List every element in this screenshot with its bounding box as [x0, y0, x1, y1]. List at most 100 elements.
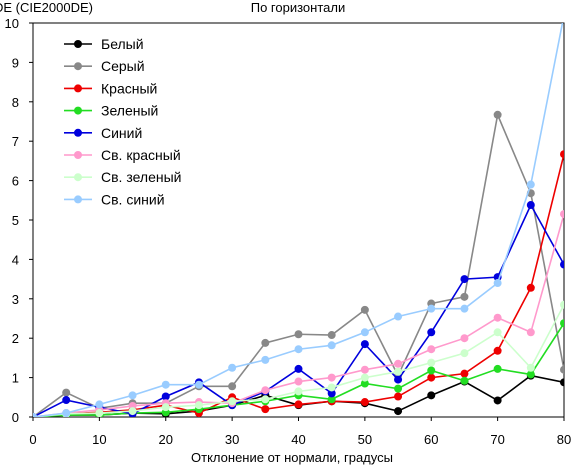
legend-swatch-marker — [74, 173, 82, 182]
data-point — [294, 364, 303, 373]
data-point — [394, 384, 403, 393]
data-point — [327, 373, 336, 382]
data-point — [95, 400, 104, 409]
data-point — [194, 380, 203, 389]
data-point — [560, 260, 564, 269]
data-point — [460, 304, 469, 313]
x-tick-label: 50 — [358, 432, 372, 447]
data-point — [460, 292, 469, 301]
legend-swatch-marker — [74, 40, 82, 48]
data-point — [427, 328, 436, 337]
data-point — [526, 201, 535, 210]
y-tick-label: 8 — [12, 95, 19, 110]
legend-item: Синий — [64, 125, 142, 141]
x-axis-label: Отклонение от нормали, градусы — [191, 450, 393, 465]
data-point — [261, 386, 270, 395]
data-point — [560, 210, 564, 219]
data-point — [427, 391, 436, 400]
data-point — [427, 345, 436, 354]
data-point — [327, 395, 336, 404]
data-point — [526, 363, 535, 372]
data-point — [360, 379, 369, 388]
data-point — [261, 338, 270, 347]
legend-label: Зеленый — [101, 103, 158, 119]
data-point — [493, 364, 502, 373]
y-tick-label: 0 — [12, 410, 19, 425]
y-tick-label: 7 — [12, 134, 19, 149]
data-point — [360, 305, 369, 314]
data-point — [560, 319, 564, 328]
chart-title: По горизонтали — [251, 0, 345, 15]
data-point — [228, 363, 237, 372]
data-point — [194, 401, 203, 410]
data-point — [161, 380, 170, 389]
data-point — [360, 340, 369, 349]
data-point — [261, 405, 270, 414]
data-point — [62, 409, 71, 417]
y-tick-label: 1 — [12, 371, 19, 386]
data-point — [460, 376, 469, 385]
data-point — [327, 331, 336, 340]
data-point — [560, 365, 564, 374]
data-point — [128, 391, 137, 400]
data-point — [360, 398, 369, 407]
data-point — [493, 110, 502, 119]
y-tick-label: 2 — [12, 331, 19, 346]
data-point — [327, 341, 336, 350]
legend-swatch-marker — [74, 106, 82, 115]
data-point — [161, 403, 170, 412]
legend-label: Красный — [101, 80, 157, 96]
legend-label: Белый — [101, 36, 144, 52]
legend-swatch-marker — [74, 84, 82, 93]
data-point — [427, 373, 436, 382]
data-point — [493, 346, 502, 355]
data-point — [62, 396, 71, 405]
data-point — [394, 367, 403, 376]
legend-swatch-marker — [74, 151, 82, 159]
legend-label: Св. красный — [101, 147, 181, 163]
data-point — [62, 388, 71, 397]
x-tick-label: 70 — [490, 432, 504, 447]
data-point — [394, 407, 403, 416]
legend-label: Св. синий — [101, 191, 165, 207]
data-point — [427, 366, 436, 375]
legend-swatch-marker — [74, 195, 82, 204]
data-point — [394, 375, 403, 384]
data-point — [294, 400, 303, 409]
data-point — [360, 373, 369, 382]
data-point — [460, 369, 469, 378]
data-point — [560, 150, 564, 159]
data-point — [493, 313, 502, 322]
legend-item: Белый — [64, 36, 144, 52]
data-point — [360, 328, 369, 337]
x-tick-label: 0 — [29, 432, 36, 447]
data-point — [294, 330, 303, 339]
data-point — [294, 345, 303, 354]
data-point — [394, 312, 403, 321]
data-point — [526, 283, 535, 292]
data-point — [560, 11, 568, 19]
data-point — [493, 328, 502, 337]
data-point — [526, 328, 535, 337]
data-point — [128, 407, 137, 416]
legend-item: Красный — [64, 80, 157, 96]
data-point — [427, 358, 436, 367]
y-tick-label: 9 — [12, 55, 19, 70]
data-point — [261, 355, 270, 364]
y-tick-label: 3 — [12, 292, 19, 307]
data-point — [394, 392, 403, 401]
y-tick-label: 6 — [12, 174, 19, 189]
data-point — [460, 275, 469, 284]
data-point — [327, 383, 336, 392]
data-point — [360, 365, 369, 374]
legend-item: Св. зеленый — [64, 169, 181, 185]
series-line — [33, 213, 564, 417]
legend-item: Серый — [64, 58, 145, 74]
y-tick-label: 4 — [12, 252, 19, 267]
x-tick-label: 20 — [159, 432, 173, 447]
data-point — [526, 370, 535, 379]
data-point — [161, 392, 170, 401]
x-tick-label: 40 — [291, 432, 305, 447]
y-tick-label: 10 — [5, 16, 19, 31]
